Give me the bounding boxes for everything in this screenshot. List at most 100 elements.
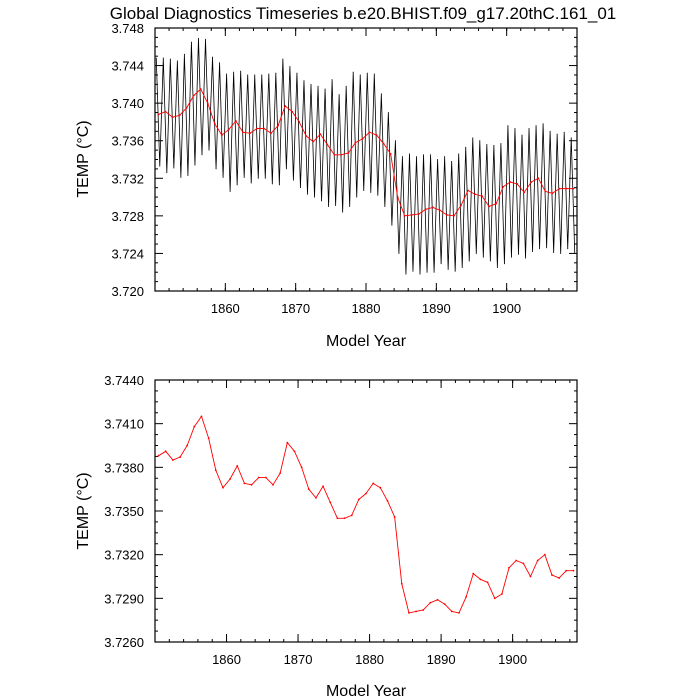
- annual-mean-point: [572, 569, 575, 572]
- annual-mean-point: [536, 559, 539, 562]
- monthly-extreme-point: [479, 140, 481, 142]
- x-tick-label: 1860: [212, 652, 241, 667]
- monthly-extreme-point: [271, 183, 273, 185]
- annual-mean-point: [372, 482, 375, 485]
- annual-mean-point: [307, 488, 310, 491]
- annual-mean-point: [300, 466, 303, 469]
- monthly-extreme-point: [162, 57, 164, 59]
- monthly-extreme-point: [310, 83, 312, 85]
- monthly-extreme-point: [380, 93, 382, 95]
- annual-mean-point: [537, 177, 540, 180]
- monthly-extreme-point: [447, 268, 449, 270]
- monthly-extreme-point: [433, 271, 435, 273]
- monthly-extreme-point: [169, 58, 171, 60]
- annual-mean-point: [410, 214, 413, 216]
- monthly-extreme-point: [250, 182, 252, 184]
- annual-mean-point: [443, 603, 446, 606]
- monthly-extreme-point: [187, 174, 189, 176]
- annual-mean-point: [234, 120, 237, 122]
- monthly-extreme-point: [391, 224, 393, 226]
- x-tick-label: 1880: [352, 301, 381, 316]
- annual-mean-point: [543, 553, 546, 556]
- annual-mean-point: [551, 192, 554, 195]
- annual-mean-point: [256, 127, 258, 130]
- annual-mean-point: [347, 152, 350, 154]
- monthly-extreme-point: [468, 260, 470, 262]
- monthly-extreme-point: [306, 193, 308, 195]
- annual-mean-point: [393, 515, 396, 518]
- monthly-extreme-point: [563, 131, 565, 133]
- monthly-extreme-point: [461, 267, 463, 269]
- annual-mean-point: [220, 134, 223, 136]
- annual-mean-point: [382, 142, 385, 145]
- annual-mean-point: [445, 214, 448, 216]
- annual-mean-point: [486, 581, 489, 584]
- annual-mean-point: [500, 593, 503, 595]
- annual-mean-point: [481, 195, 483, 198]
- y-axis-label: TEMP (°C): [75, 120, 92, 197]
- monthly-extreme-point: [331, 79, 333, 81]
- annual-mean-point: [222, 486, 224, 489]
- monthly-extreme-point: [243, 176, 245, 178]
- monthly-extreme-point: [296, 72, 298, 74]
- annual-mean-point: [544, 190, 547, 193]
- monthly-extreme-point: [539, 248, 541, 250]
- annual-mean-point: [291, 110, 294, 113]
- annual-mean-point: [329, 501, 332, 504]
- monthly-extreme-point: [345, 85, 347, 87]
- x-tick-label: 1870: [284, 652, 313, 667]
- monthly-extreme-point: [574, 252, 576, 254]
- annual-mean-point: [179, 456, 181, 459]
- monthly-extreme-point: [510, 256, 512, 258]
- annual-mean-point: [515, 559, 518, 562]
- monthly-extreme-point: [517, 253, 519, 255]
- monthly-extreme-point: [212, 56, 214, 58]
- monthly-extreme-point: [299, 187, 301, 189]
- annual-mean-point: [270, 132, 272, 135]
- monthly-extreme-point: [289, 66, 291, 68]
- annual-mean-point: [375, 134, 378, 136]
- monthly-extreme-point: [201, 154, 203, 156]
- chart-title: Global Diagnostics Timeseries b.e20.BHIS…: [110, 4, 617, 23]
- monthly-extreme-point: [570, 137, 572, 139]
- annual-mean-point: [551, 574, 553, 576]
- x-tick-label: 1860: [211, 301, 240, 316]
- annual-mean-point: [458, 611, 460, 614]
- annual-mean-point: [389, 152, 392, 155]
- y-tick-label: 3.728: [111, 209, 144, 224]
- monthly-extreme-point: [335, 205, 337, 207]
- monthly-extreme-point: [194, 164, 196, 166]
- annual-mean-point: [193, 425, 196, 428]
- annual-mean-point: [293, 450, 296, 453]
- monthly-extreme-point: [419, 273, 421, 275]
- annual-mean-point: [178, 114, 181, 117]
- monthly-extreme-point: [387, 112, 389, 114]
- annual-mean-point: [565, 187, 568, 190]
- annual-mean-point: [424, 208, 427, 211]
- annual-mean-point: [298, 121, 301, 123]
- annual-mean-point: [186, 444, 189, 447]
- monthly-extreme-point: [366, 72, 368, 74]
- annual-mean-point: [305, 135, 308, 137]
- monthly-extreme-point: [352, 71, 354, 73]
- monthly-extreme-point: [363, 189, 365, 191]
- annual-mean-point: [450, 610, 453, 613]
- monthly-extreme-point: [226, 73, 228, 75]
- annual-mean-point: [199, 88, 202, 90]
- annual-mean-point: [529, 575, 532, 578]
- monthly-extreme-point: [261, 74, 263, 76]
- annual-mean-point: [312, 140, 315, 143]
- annual-mean-point: [243, 482, 246, 485]
- monthly-extreme-point: [173, 167, 175, 169]
- annual-mean-point: [157, 454, 160, 457]
- monthly-extreme-point: [401, 156, 403, 158]
- monthly-extreme-point: [503, 263, 505, 265]
- x-tick-label: 1900: [498, 652, 527, 667]
- monthly-extreme-point: [475, 252, 477, 254]
- y-tick-label: 3.748: [111, 21, 144, 36]
- annual-mean-point: [474, 193, 476, 196]
- monthly-extreme-point: [176, 60, 178, 62]
- monthly-extreme-point: [338, 94, 340, 96]
- annual-mean-point: [357, 498, 360, 501]
- monthly-extreme-point: [507, 125, 509, 127]
